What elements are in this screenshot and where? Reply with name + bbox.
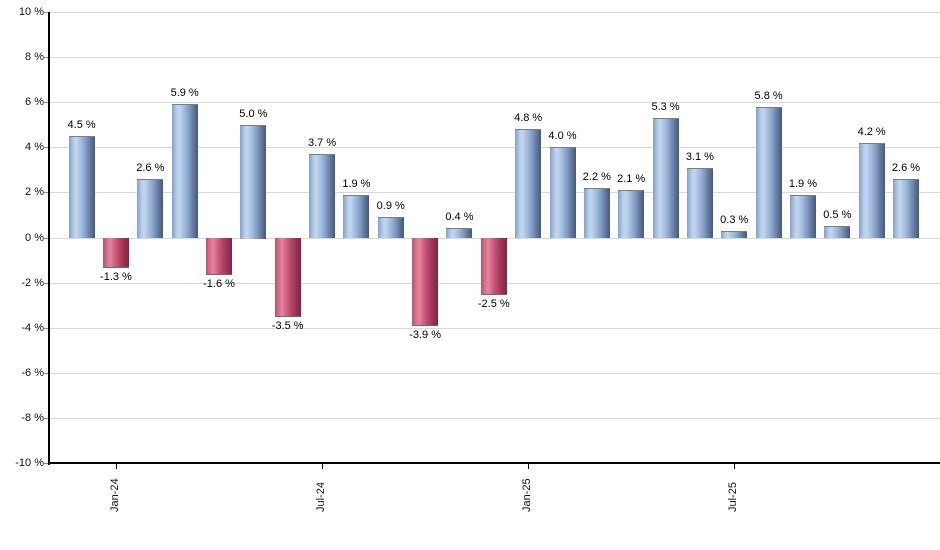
bar-value-label: 0.3 % [720,213,749,226]
bar [68,136,95,239]
x-tick-mark [115,463,117,469]
bar-value-label: 5.9 % [170,87,199,100]
x-tick-label: Jan-24 [108,478,121,512]
x-tick-mark [528,463,530,469]
bar-value-label: 4.0 % [548,130,577,143]
x-tick-mark [322,463,324,469]
bar-value-label: 4.2 % [857,125,886,138]
bar-value-label: -2.5 % [477,297,510,310]
bar-value-label: 4.8 % [514,112,543,125]
bar [515,129,542,239]
y-tick-mark [44,417,48,419]
y-tick-label: 10 % [18,6,44,18]
grid-line [50,12,940,13]
bar-value-label: 2.1 % [617,173,646,186]
bar [412,237,439,327]
bar-value-label: 3.7 % [307,137,337,150]
bar-value-label: -3.5 % [271,320,304,333]
bar [102,237,129,268]
bar [824,226,851,239]
bar-value-label: 5.0 % [239,107,268,120]
bar-value-label: -1.6 % [203,277,235,290]
y-tick-label: 4 % [25,141,44,154]
x-tick-label: Jul-24 [315,482,328,512]
bar-value-label: 3.1 % [685,150,714,163]
bar [240,124,267,239]
bar-value-label: -3.9 % [409,329,441,342]
bar [206,237,232,275]
bar [858,142,885,239]
bar-value-label: 2.6 % [136,161,165,174]
bar [343,194,370,239]
y-tick-label: -2 % [21,276,44,289]
y-tick-mark [44,12,48,13]
bar [686,167,713,239]
grid-line [50,147,940,149]
bar [618,190,645,239]
y-tick-mark [44,372,48,374]
bar [652,117,679,239]
x-tick-label: Jan-25 [521,478,534,512]
bar [789,194,816,239]
y-tick-label: -8 % [21,411,44,424]
grid-line [50,417,940,419]
x-tick-label: Jul-25 [727,482,740,512]
y-tick-mark [44,463,48,464]
x-axis-line [48,462,940,464]
y-tick-label: 0 % [25,231,44,244]
bar [171,104,198,239]
bar [755,106,782,239]
bar-value-label: 5.3 % [651,100,680,113]
bar-value-label: 5.8 % [754,89,783,102]
y-tick-label: -10 % [15,457,44,469]
y-tick-label: -6 % [21,366,44,379]
bar-value-label: 0.4 % [445,211,474,224]
bar [583,187,610,239]
bar [309,154,336,239]
bar-value-label: 1.9 % [342,177,371,190]
bar-value-label: -1.3 % [100,270,132,283]
y-tick-mark [44,192,48,194]
y-tick-mark [44,237,48,239]
bar-value-label: 1.9 % [788,177,818,190]
y-tick-mark [44,282,48,284]
bar [893,178,919,239]
grid-line [50,327,940,329]
grid-line [50,57,940,59]
x-tick-mark [734,463,736,469]
bar-value-label: 4.5 % [67,119,96,132]
y-tick-label: -4 % [21,321,44,334]
grid-line [50,372,940,374]
bar [137,178,164,239]
bar [446,228,473,239]
bar [721,230,748,239]
y-tick-mark [44,102,48,104]
bar-value-label: 2.2 % [582,170,611,183]
bar [274,237,301,318]
bar-value-label: 0.5 % [823,209,852,222]
y-tick-label: 2 % [25,186,44,199]
bar-value-label: 0.9 % [376,200,405,213]
bar [377,217,404,239]
y-tick-label: 8 % [25,51,44,64]
grid-line [50,192,940,194]
bar [480,237,507,295]
y-tick-mark [44,57,48,59]
bar [549,147,576,239]
y-axis-line [48,12,50,465]
y-tick-mark [44,147,48,149]
bar-value-label: 2.6 % [891,161,921,174]
grid-line [50,102,940,104]
y-tick-mark [44,327,48,329]
y-tick-label: 6 % [25,96,44,109]
